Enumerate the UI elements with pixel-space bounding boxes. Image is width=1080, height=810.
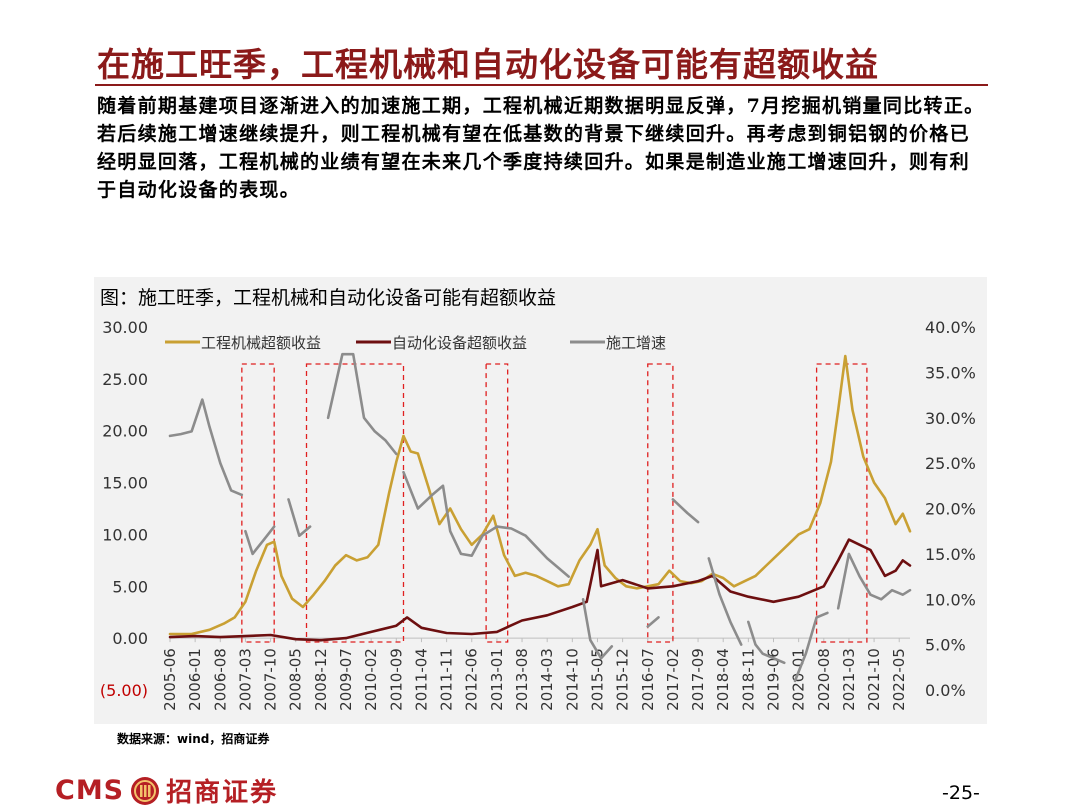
series-line (646, 616, 660, 628)
x-tick-label: 2009-07 (337, 648, 355, 711)
y-left-tick-label: 30.00 (102, 318, 148, 337)
y-right-tick-label: 5.0% (925, 636, 966, 655)
y-left-tick-label: (5.00) (100, 681, 148, 700)
x-tick-label: 2017-09 (689, 648, 707, 711)
y-left-tick-label: 10.00 (102, 525, 148, 544)
legend-label: 施工增速 (606, 334, 666, 352)
y-right-tick-label: 20.0% (925, 500, 976, 519)
x-tick-label: 2013-08 (513, 648, 531, 711)
y-left-tick-label: 25.00 (102, 370, 148, 389)
series-line (168, 354, 912, 636)
page-number: -25- (942, 782, 980, 804)
series-line (402, 470, 570, 578)
series-line (793, 611, 829, 683)
series-line (287, 498, 312, 537)
series-line (326, 352, 398, 456)
x-tick-label: 2020-08 (815, 648, 833, 711)
x-tick-label: 2018-04 (714, 648, 732, 711)
x-tick-label: 2015-12 (614, 648, 632, 711)
x-tick-label: 2012-06 (463, 648, 481, 711)
y-right-tick-label: 25.0% (925, 454, 976, 473)
x-tick-label: 2010-09 (387, 648, 405, 711)
y-right-tick-label: 10.0% (925, 590, 976, 609)
x-tick-label: 2017-02 (664, 648, 682, 711)
x-tick-label: 2014-03 (538, 648, 556, 711)
logo-text: CMS (55, 775, 125, 806)
legend-label: 工程机械超额收益 (201, 334, 321, 352)
page-title: 在施工旺季，工程机械和自动化设备可能有超额收益 (97, 45, 879, 84)
logo-cn-text: 招商证券 (166, 778, 279, 808)
y-right-tick-label: 15.0% (925, 545, 976, 564)
x-tick-label: 2014-10 (563, 648, 581, 711)
series-line (836, 552, 912, 610)
x-tick-label: 2019-06 (764, 648, 782, 711)
x-tick-label: 2018-11 (739, 648, 757, 711)
x-tick-label: 2015-05 (588, 648, 606, 711)
highlight-period-box (485, 363, 509, 643)
data-source: 数据来源：wind，招商证券 (117, 732, 270, 746)
y-right-tick-label: 30.0% (925, 409, 976, 428)
highlight-period-box (647, 363, 674, 643)
x-tick-label: 2021-10 (865, 648, 883, 711)
series-line (168, 538, 912, 642)
body-paragraph: 随着前期基建项目逐渐进入的加速施工期，工程机械近期数据明显反弹，7月挖掘机销量同… (97, 95, 985, 201)
chart-panel (94, 277, 987, 724)
series-line (671, 498, 700, 524)
y-left-tick-label: 15.00 (102, 474, 148, 493)
y-left-tick-label: 20.00 (102, 422, 148, 441)
series-line (707, 557, 743, 646)
x-tick-label: 2007-03 (236, 648, 254, 711)
x-tick-label: 2016-07 (639, 648, 657, 711)
x-tick-label: 2005-06 (161, 648, 179, 711)
x-tick-label: 2010-02 (362, 648, 380, 711)
series-line (747, 620, 786, 665)
x-tick-label: 2011-11 (438, 648, 456, 711)
legend-label: 自动化设备超额收益 (392, 334, 527, 352)
x-tick-label: 2008-05 (287, 648, 305, 711)
highlight-period-box (305, 363, 405, 643)
x-tick-label: 2008-12 (312, 648, 330, 711)
y-left-tick-label: 0.00 (112, 629, 148, 648)
x-tick-label: 2007-10 (262, 648, 280, 711)
logo-mark-icon (131, 776, 160, 805)
x-tick-label: 2011-04 (412, 648, 430, 711)
y-right-tick-label: 35.0% (925, 363, 976, 382)
x-tick-label: 2013-01 (488, 648, 506, 711)
series-line (168, 398, 244, 497)
highlight-period-box (241, 363, 275, 643)
y-left-tick-label: 5.00 (112, 577, 148, 596)
chart-title: 图：施工旺季，工程机械和自动化设备可能有超额收益 (100, 287, 557, 309)
x-tick-label: 2006-08 (211, 648, 229, 711)
y-right-tick-label: 0.0% (925, 681, 966, 700)
series-line (244, 525, 276, 556)
title-divider (95, 84, 988, 86)
x-tick-label: 2006-01 (186, 648, 204, 711)
series-line (581, 598, 614, 660)
company-logo: CMS 招商证券 (55, 772, 278, 809)
x-tick-label: 2021-03 (840, 648, 858, 711)
y-right-tick-label: 40.0% (925, 318, 976, 337)
x-tick-label: 2022-05 (890, 648, 908, 711)
highlight-period-box (815, 363, 868, 643)
